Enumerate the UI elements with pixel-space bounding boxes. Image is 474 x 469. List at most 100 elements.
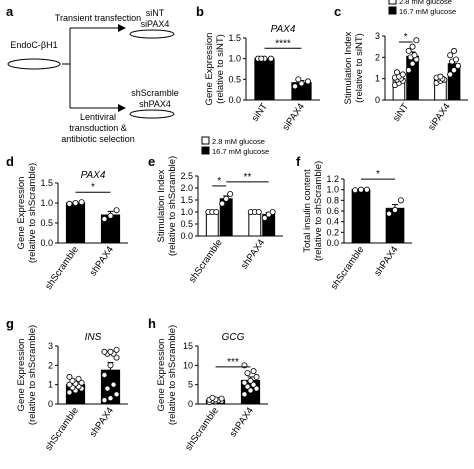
legend-swatch: [388, 0, 397, 5]
data-point: [101, 397, 108, 404]
bottom-line-1: shScramble: [131, 88, 179, 98]
category-label: shPAX4: [239, 237, 267, 271]
data-point: [107, 348, 114, 355]
chart-panel-d: 0.0 0.5 1.0 1.5 Gene Expression (relative to …: [16, 163, 128, 292]
category-label: siPAX4: [426, 101, 452, 132]
y-tick-label: 0: [188, 399, 193, 409]
y-tick-label: 1.2: [326, 174, 339, 184]
category-label: shScramble: [43, 244, 81, 291]
data-point: [357, 186, 364, 193]
data-point: [454, 62, 461, 69]
data-point: [394, 69, 401, 76]
significance-label: ***: [227, 357, 239, 368]
source-label: EndoC-βH1: [10, 40, 57, 50]
bottom-method-line-1: Lentiviral: [80, 112, 116, 122]
chart-panel-b: 0.0 0.5 1.0 1.5 Gene Expression (relative to …: [204, 24, 320, 133]
data-point: [66, 200, 73, 207]
y-tick-label: 1.0: [326, 185, 339, 195]
chart-title: PAX4: [271, 24, 296, 35]
bottom-method-line-3: antibiotic selection: [61, 134, 135, 144]
data-point: [255, 208, 262, 215]
top-line-1: siNT: [146, 8, 165, 18]
dish-bottom: [129, 109, 175, 119]
data-point: [101, 371, 108, 378]
data-point: [363, 186, 370, 193]
legend-label: 2.8 mM glucose: [399, 0, 452, 6]
y-tick-label: 0: [48, 399, 53, 409]
data-point: [113, 346, 120, 353]
data-point: [241, 379, 248, 386]
category-label: shPAX4: [88, 405, 116, 439]
category-label: shScramble: [183, 405, 221, 452]
data-point: [269, 208, 276, 215]
data-point: [107, 362, 114, 369]
data-point: [250, 381, 257, 388]
panel-letter-h: h: [148, 316, 156, 331]
data-point: [218, 395, 225, 402]
data-point: [452, 56, 459, 63]
category-label: shPAX4: [88, 244, 116, 278]
data-point: [219, 200, 226, 207]
dish-source: [7, 58, 61, 70]
y-tick-label: 3: [48, 341, 53, 351]
y-tick-label: 2.0: [180, 183, 193, 193]
data-point: [258, 55, 265, 62]
data-point: [72, 199, 79, 206]
y-tick-label: 15: [183, 341, 193, 351]
data-point: [447, 71, 454, 78]
data-point: [397, 197, 404, 204]
chart-panel-c: 0 1 2 3 Stimulation Index (relative to siNT) s…: [343, 0, 468, 133]
significance-label: **: [244, 172, 252, 183]
chart-title: INS: [85, 332, 102, 343]
panel-letter-b: b: [196, 4, 204, 19]
data-point: [78, 379, 85, 386]
data-point: [267, 55, 274, 62]
dish-top: [129, 29, 175, 39]
chart-panel-h: 0 5 10 15 Gene Expression (relative to shScra…: [156, 325, 268, 453]
data-point: [66, 373, 73, 380]
data-point: [209, 394, 216, 401]
y-tick-label: 0.0: [180, 231, 193, 241]
data-point: [113, 354, 120, 361]
y-axis-label: (relative to shScramble): [27, 163, 38, 263]
data-point: [451, 47, 458, 54]
y-tick-label: 2.5: [180, 171, 193, 181]
y-tick-label: 10: [183, 360, 193, 370]
category-label: shScramble: [329, 244, 367, 291]
chart-panel-f: 0.00.20.40.60.81.01.2 Total insulin conte…: [302, 161, 412, 292]
data-point: [247, 377, 254, 384]
data-point: [295, 76, 302, 83]
arrow-head-top: [118, 24, 126, 32]
data-point: [101, 348, 108, 355]
panel-letter-d: d: [6, 154, 14, 169]
data-point: [253, 385, 260, 392]
data-point: [241, 391, 248, 398]
data-point: [391, 206, 398, 213]
y-tick-label: 0.5: [40, 218, 53, 228]
data-point: [451, 67, 458, 74]
data-point: [113, 391, 120, 398]
y-axis-label: Gene Expression: [204, 33, 215, 106]
bar: [65, 202, 86, 244]
data-point: [447, 52, 454, 59]
data-point: [405, 67, 412, 74]
y-axis-label: (relative to shScramble): [167, 325, 178, 425]
charts: 0.0 0.5 1.0 1.5 Gene Expression (relative to …: [16, 0, 468, 453]
legend-swatch: [201, 146, 210, 155]
data-point: [405, 47, 412, 54]
legend-swatch: [388, 6, 397, 15]
y-tick-label: 1.5: [180, 195, 193, 205]
data-point: [78, 199, 85, 206]
legend-swatch: [201, 136, 210, 145]
y-tick-label: 1.0: [40, 198, 53, 208]
significance-label: *: [376, 169, 380, 180]
y-axis-label: Gene Expression: [16, 339, 27, 412]
y-tick-label: 0.8: [326, 195, 339, 205]
data-point: [409, 43, 416, 50]
panel-a: a EndoC-βH1 Transient transfection Lenti…: [6, 4, 179, 144]
legend-label: 16.7 mM glucose: [212, 147, 269, 156]
y-tick-label: 1.0: [228, 54, 241, 64]
y-tick-label: 0.5: [180, 219, 193, 229]
y-tick-label: 0: [375, 95, 380, 105]
